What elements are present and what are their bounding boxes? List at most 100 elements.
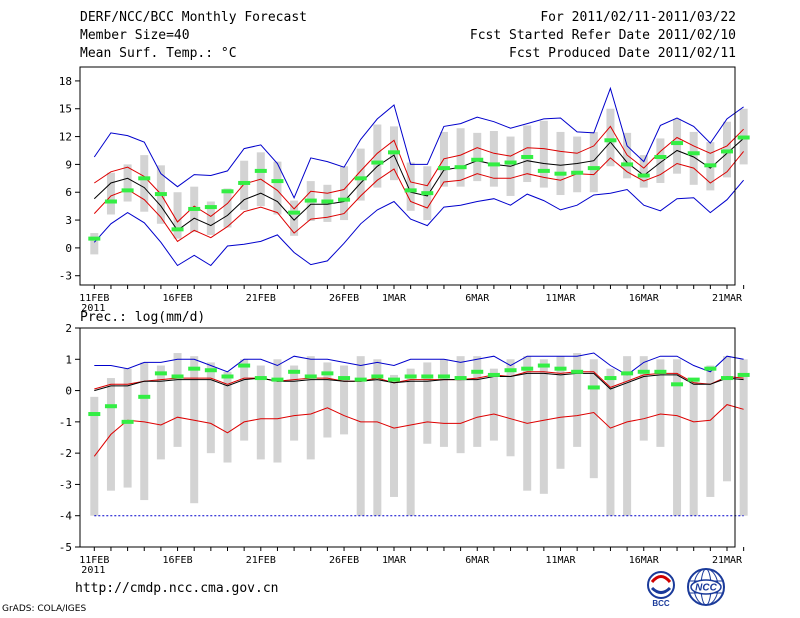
prec-observed-point <box>721 376 733 381</box>
prec-observed-point <box>171 374 184 379</box>
prec-observed-point <box>238 363 251 368</box>
temp-xtick-label: 21FEB <box>246 293 276 304</box>
temp-observed-point <box>354 176 367 181</box>
temp-line-ensemble-max <box>93 86 744 200</box>
prec-observed-point <box>637 369 650 374</box>
prec-line-ensemble-mean <box>94 372 744 392</box>
prec-observed-point <box>421 374 434 379</box>
prec-observed-point <box>704 366 717 371</box>
prec-observed-point <box>521 366 534 371</box>
variable-label: Mean Surf. Temp.: °C <box>80 46 237 61</box>
prec-observed-point <box>504 368 517 373</box>
temp-observed-point <box>421 191 434 196</box>
prec-box <box>356 356 365 516</box>
temp-observed-point <box>204 205 217 210</box>
temp-xtick-year: 2011 <box>81 303 105 314</box>
temp-observed-point <box>521 154 534 159</box>
temp-box <box>290 200 299 236</box>
prec-observed-point <box>604 376 617 381</box>
temp-ytick-label: 9 <box>65 158 72 171</box>
temp-observed-point <box>537 168 550 173</box>
prec-observed-point <box>404 374 417 379</box>
temp-observed-point <box>404 188 417 193</box>
prec-xtick-label: 16MAR <box>629 555 660 566</box>
prec-xtick-label: 21FEB <box>246 555 276 566</box>
ncc-logo-icon: NCC <box>687 568 725 606</box>
prec-xtick-label: 6MAR <box>465 555 490 566</box>
bcc-logo-icon: BCC <box>647 571 675 607</box>
temp-ytick-label: 3 <box>65 214 72 227</box>
prec-box <box>423 362 432 444</box>
prec-observed-point <box>271 377 284 382</box>
temp-observed-point <box>338 197 351 202</box>
temp-observed-point <box>271 179 284 184</box>
prec-box <box>656 359 665 447</box>
temp-frame <box>79 66 736 286</box>
temp-observed-point <box>437 166 450 171</box>
start-date: Fcst Started Refer Date 2011/02/10 <box>469 28 736 43</box>
prec-box <box>639 356 648 441</box>
prec-line-mean-spread <box>93 404 744 457</box>
temp-box <box>340 166 349 221</box>
header-left: DERF/NCC/BCC Monthly Forecast Member Size… <box>80 9 307 63</box>
prec-observed-point <box>138 394 151 399</box>
prec-box <box>556 356 565 469</box>
prec-box <box>573 353 582 447</box>
member-size: Member Size=40 <box>80 28 190 43</box>
temp-box <box>356 148 365 201</box>
prec-box <box>489 368 498 441</box>
temp-observed-point <box>238 180 251 185</box>
temp-box <box>140 155 149 212</box>
prec-box <box>589 359 598 479</box>
prec-observed-point <box>88 412 101 417</box>
temp-observed-point <box>654 154 667 159</box>
prec-observed-point <box>671 382 684 387</box>
temp-xtick-label: 16MAR <box>629 293 660 304</box>
prec-xtick-year: 2011 <box>81 565 105 576</box>
temp-box <box>606 108 615 167</box>
prec-box <box>706 365 715 497</box>
temp-box <box>539 120 548 188</box>
prec-observed-point <box>221 374 234 379</box>
temp-box <box>223 188 232 228</box>
prec-box <box>723 356 731 482</box>
temp-box <box>573 136 582 193</box>
prec-observed-point <box>188 366 201 371</box>
prec-ytick-label: -2 <box>59 447 72 460</box>
temp-observed-point <box>188 206 201 211</box>
prec-box <box>340 365 349 435</box>
prec-box <box>123 368 132 488</box>
prec-observed-point <box>687 377 700 382</box>
prec-box <box>156 365 165 460</box>
prec-observed-point <box>304 374 317 379</box>
temp-observed-point <box>737 135 750 140</box>
prec-observed-point <box>454 376 467 381</box>
prec-observed-point <box>338 376 351 381</box>
prec-xtick-label: 11MAR <box>545 555 576 566</box>
prec-box <box>323 362 332 438</box>
temp-xtick-label: 11MAR <box>545 293 576 304</box>
prec-xtick-label: 21MAR <box>712 555 743 566</box>
prec-ytick-label: -5 <box>59 541 72 554</box>
temp-box <box>206 201 215 235</box>
source-url[interactable]: http://cmdp.ncc.cma.gov.cn <box>75 581 279 596</box>
prec-observed-point <box>204 368 217 373</box>
prec-box <box>539 359 548 494</box>
temp-observed-point <box>554 171 567 176</box>
ncc-logo-text: NCC <box>695 583 717 594</box>
temp-box <box>556 131 565 196</box>
temp-box <box>240 160 249 210</box>
prec-box <box>689 378 698 516</box>
forecast-period: For 2011/02/11-2011/03/22 <box>540 10 736 25</box>
produced-date: Fcst Produced Date 2011/02/11 <box>509 46 736 61</box>
temp-ytick-label: 0 <box>65 242 72 255</box>
temp-ytick-label: 6 <box>65 186 72 199</box>
prec-box <box>273 359 282 463</box>
temp-observed-point <box>504 160 517 165</box>
prec-ytick-label: -4 <box>59 510 73 523</box>
prec-observed-point <box>371 374 384 379</box>
temp-ytick-label: -3 <box>59 270 72 283</box>
temp-observed-point <box>121 188 134 193</box>
